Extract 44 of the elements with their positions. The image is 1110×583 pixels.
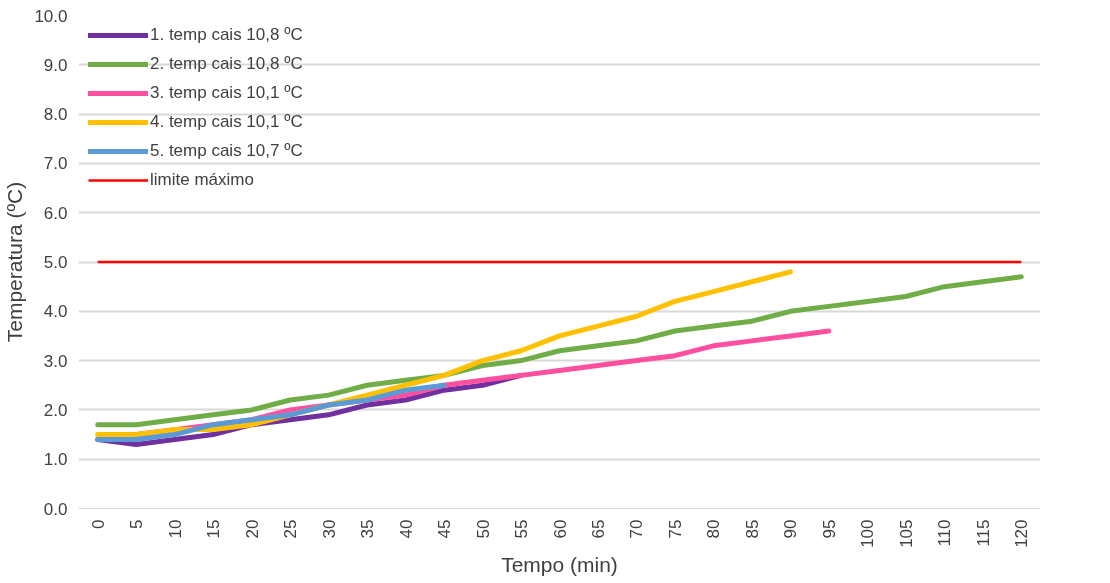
x-tick-label: 20 xyxy=(242,519,262,539)
legend-label: 2. temp cais 10,8 ºC xyxy=(150,54,303,74)
y-tick-label: 7.0 xyxy=(43,154,68,174)
y-tick-label: 3.0 xyxy=(43,351,68,371)
y-tick-label: 8.0 xyxy=(43,105,68,125)
y-tick-label: 5.0 xyxy=(43,253,68,272)
y-tick-label: 2.0 xyxy=(43,400,68,420)
x-tick-label: 50 xyxy=(473,519,493,539)
legend-label: 3. temp cais 10,1 ºC xyxy=(150,83,303,103)
x-tick-label: 80 xyxy=(704,519,724,539)
legend-label: 1. temp cais 10,8 ºC xyxy=(150,25,303,45)
x-tick-label: 10 xyxy=(165,519,185,539)
x-tick-label: 30 xyxy=(319,519,339,539)
x-tick-label: 120 xyxy=(1012,519,1032,548)
x-tick-label: 115 xyxy=(973,519,993,547)
legend-label: 4. temp cais 10,1 ºC xyxy=(150,112,303,132)
x-tick-label: 60 xyxy=(550,519,570,539)
x-tick-label: 25 xyxy=(281,519,301,539)
x-tick-label: 35 xyxy=(358,519,378,539)
y-tick-label: 1.0 xyxy=(43,450,68,470)
x-tick-label: 100 xyxy=(858,519,878,548)
y-axis-title: Temperatura (ºC) xyxy=(3,181,27,343)
legend-label: 5. temp cais 10,7 ºC xyxy=(150,141,303,161)
x-tick-label: 90 xyxy=(781,519,801,539)
y-tick-label: 9.0 xyxy=(43,55,68,75)
x-tick-label: 5 xyxy=(127,519,147,529)
legend-label: limite máximo xyxy=(150,170,254,190)
x-tick-label: 65 xyxy=(588,519,608,539)
x-tick-label: 105 xyxy=(896,519,916,548)
x-tick-label: 15 xyxy=(204,519,224,539)
x-tick-label: 0 xyxy=(88,519,108,529)
x-axis-title: Tempo (min) xyxy=(501,552,618,576)
x-tick-label: 55 xyxy=(512,519,532,539)
y-tick-label: 10.0 xyxy=(34,6,68,26)
x-tick-label: 75 xyxy=(665,519,685,539)
x-tick-label: 70 xyxy=(627,519,647,539)
x-tick-label: 45 xyxy=(435,519,455,539)
y-tick-label: 6.0 xyxy=(43,203,68,223)
y-tick-label: 0.0 xyxy=(43,499,68,519)
x-tick-label: 95 xyxy=(819,519,839,539)
x-tick-label: 110 xyxy=(935,519,955,547)
x-tick-label: 85 xyxy=(742,519,762,539)
y-tick-label: 4.0 xyxy=(43,302,68,322)
x-tick-label: 40 xyxy=(396,519,416,539)
